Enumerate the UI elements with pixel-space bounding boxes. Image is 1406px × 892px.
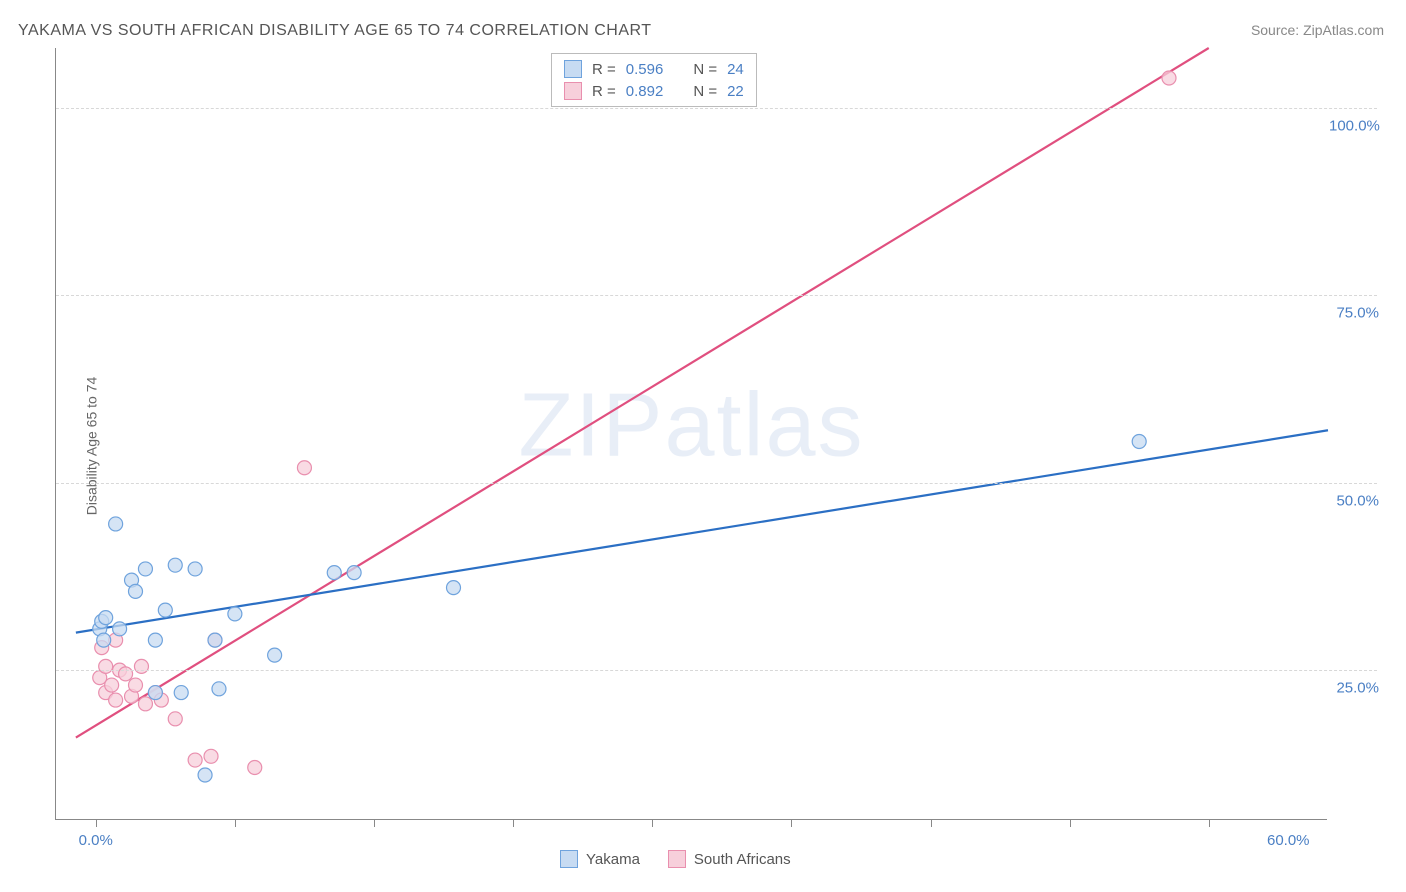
- source-attribution: Source: ZipAtlas.com: [1251, 22, 1384, 38]
- x-tick: [1209, 819, 1210, 827]
- legend-swatch: [560, 850, 578, 868]
- regression-line: [76, 430, 1328, 632]
- scatter-point: [129, 584, 143, 598]
- scatter-point: [113, 622, 127, 636]
- legend-label: South Africans: [694, 851, 791, 868]
- scatter-point: [327, 566, 341, 580]
- stat-legend-row: R = 0.596 N = 24: [564, 58, 744, 80]
- x-tick: [374, 819, 375, 827]
- scatter-point: [168, 558, 182, 572]
- gridline-h: [56, 108, 1377, 109]
- scatter-point: [204, 749, 218, 763]
- scatter-point: [347, 566, 361, 580]
- regression-line: [76, 48, 1209, 738]
- scatter-point: [208, 633, 222, 647]
- scatter-point: [148, 633, 162, 647]
- plot-area: ZIPatlas R =0.596N =24R =0.892N =22 25.0…: [55, 48, 1327, 820]
- legend-swatch: [668, 850, 686, 868]
- scatter-point: [158, 603, 172, 617]
- gridline-h: [56, 670, 1377, 671]
- x-tick-label: 0.0%: [79, 832, 113, 849]
- y-tick-label: 75.0%: [1329, 305, 1379, 322]
- scatter-point: [109, 517, 123, 531]
- x-tick: [235, 819, 236, 827]
- scatter-point: [97, 633, 111, 647]
- scatter-point: [297, 461, 311, 475]
- scatter-point: [119, 667, 133, 681]
- x-tick: [791, 819, 792, 827]
- chart-title: YAKAMA VS SOUTH AFRICAN DISABILITY AGE 6…: [18, 22, 652, 40]
- chart-container: YAKAMA VS SOUTH AFRICAN DISABILITY AGE 6…: [0, 0, 1406, 892]
- series-legend: Yakama South Africans: [560, 850, 791, 868]
- x-tick: [96, 819, 97, 827]
- scatter-point: [268, 648, 282, 662]
- x-tick: [652, 819, 653, 827]
- x-tick: [1070, 819, 1071, 827]
- stat-n-label: N =: [693, 61, 717, 78]
- y-tick-label: 50.0%: [1329, 492, 1379, 509]
- statistics-legend: R = 0.596 N = 24 R = 0.892 N = 22: [551, 53, 757, 107]
- scatter-point: [188, 562, 202, 576]
- scatter-point: [174, 686, 188, 700]
- stat-r-label: R =: [592, 83, 616, 100]
- y-tick-label: 25.0%: [1329, 680, 1379, 697]
- scatter-point: [105, 678, 119, 692]
- scatter-point: [212, 682, 226, 696]
- scatter-point: [1162, 71, 1176, 85]
- legend-item: South Africans: [668, 850, 791, 868]
- scatter-point: [99, 611, 113, 625]
- scatter-point: [99, 659, 113, 673]
- gridline-h: [56, 483, 1377, 484]
- legend-item: Yakama: [560, 850, 640, 868]
- scatter-point: [134, 659, 148, 673]
- scatter-point: [138, 562, 152, 576]
- legend-swatch: [564, 82, 582, 100]
- x-tick: [513, 819, 514, 827]
- plot-svg: [56, 48, 1327, 819]
- stat-r-label: R =: [592, 61, 616, 78]
- x-tick-label: 60.0%: [1267, 832, 1310, 849]
- legend-swatch: [564, 60, 582, 78]
- scatter-point: [1132, 434, 1146, 448]
- stat-r-value: 0.596: [626, 61, 664, 78]
- stat-n-label: N =: [693, 83, 717, 100]
- stat-r-value: 0.892: [626, 83, 664, 100]
- stat-n-value: 24: [727, 61, 744, 78]
- x-tick: [931, 819, 932, 827]
- scatter-point: [248, 761, 262, 775]
- scatter-point: [188, 753, 202, 767]
- y-tick-label: 100.0%: [1329, 117, 1379, 134]
- stat-n-value: 22: [727, 83, 744, 100]
- gridline-h: [56, 295, 1377, 296]
- scatter-point: [198, 768, 212, 782]
- legend-label: Yakama: [586, 851, 640, 868]
- scatter-point: [447, 581, 461, 595]
- stat-legend-row: R = 0.892 N = 22: [564, 80, 744, 102]
- scatter-point: [129, 678, 143, 692]
- scatter-point: [228, 607, 242, 621]
- scatter-point: [138, 697, 152, 711]
- scatter-point: [148, 686, 162, 700]
- scatter-point: [168, 712, 182, 726]
- scatter-point: [109, 693, 123, 707]
